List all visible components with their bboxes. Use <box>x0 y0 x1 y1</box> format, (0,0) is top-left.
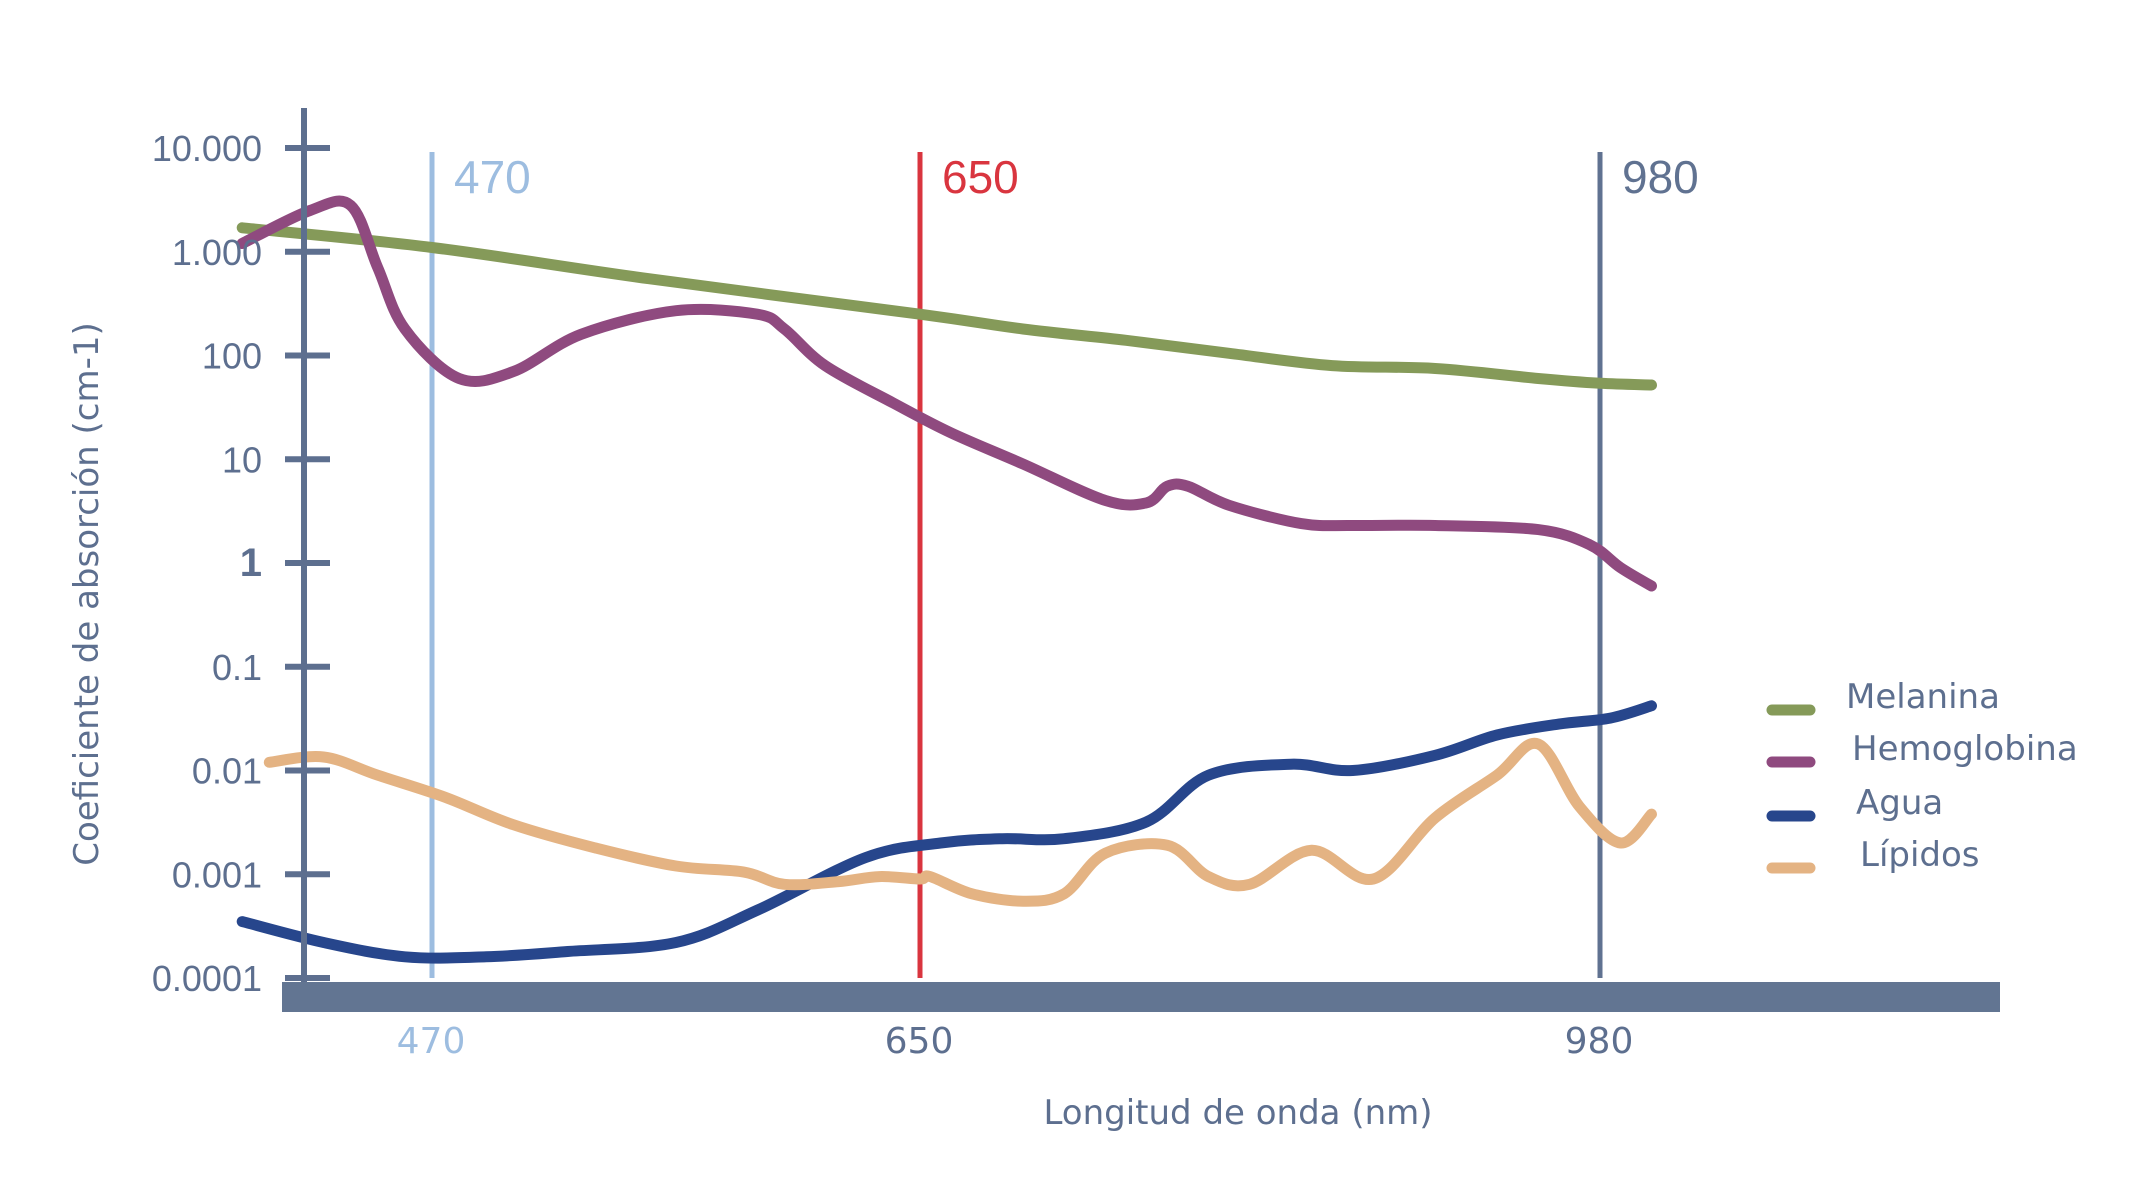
y-tick-label: 100 <box>202 336 262 377</box>
y-tick-label: 10 <box>222 439 262 480</box>
x-tick-label: 650 <box>885 1021 954 1062</box>
series-line-lípidos <box>263 737 1657 907</box>
series-line-hemoglobina <box>236 195 1657 592</box>
marker-label: 470 <box>454 151 531 203</box>
y-tick-label: 1 <box>240 541 262 585</box>
y-tick-label: 0.1 <box>212 647 262 688</box>
legend-label-agua: Agua <box>1856 783 1943 823</box>
legend-label-melanina: Melanina <box>1846 677 2000 717</box>
series-line-agua <box>236 700 1657 964</box>
x-axis-title: Longitud de onda (nm) <box>1043 1093 1432 1133</box>
y-tick-label: 1.000 <box>172 232 262 273</box>
x-tick-label: 980 <box>1565 1021 1634 1062</box>
y-tick-label: 0.01 <box>192 751 262 792</box>
legend-label-hemoglobina: Hemoglobina <box>1852 729 2078 769</box>
y-axis-title: Coeficiente de absorción (cm-1) <box>67 322 107 866</box>
marker-label: 980 <box>1622 151 1699 203</box>
y-axis-ticks: 10.000 1.000 100 10 1 0.1 0.01 0.001 0.0001 <box>152 128 330 999</box>
series-line-melanina <box>236 222 1657 391</box>
axes <box>282 108 2000 1012</box>
marker-labels: 470 650 980 <box>454 151 1699 203</box>
legend: Melanina Hemoglobina Agua Lípidos <box>1766 677 2078 875</box>
x-axis-bar <box>282 982 2000 1012</box>
series-lines <box>236 195 1657 964</box>
y-tick-label: 0.001 <box>172 854 262 895</box>
y-tick-label: 10.000 <box>152 128 262 169</box>
legend-label-lípidos: Lípidos <box>1860 835 1980 875</box>
x-axis-ticks: 470 650 980 <box>397 1021 1634 1062</box>
y-tick-label: 0.0001 <box>152 958 262 999</box>
x-tick-label: 470 <box>397 1021 466 1062</box>
marker-label: 650 <box>942 151 1019 203</box>
